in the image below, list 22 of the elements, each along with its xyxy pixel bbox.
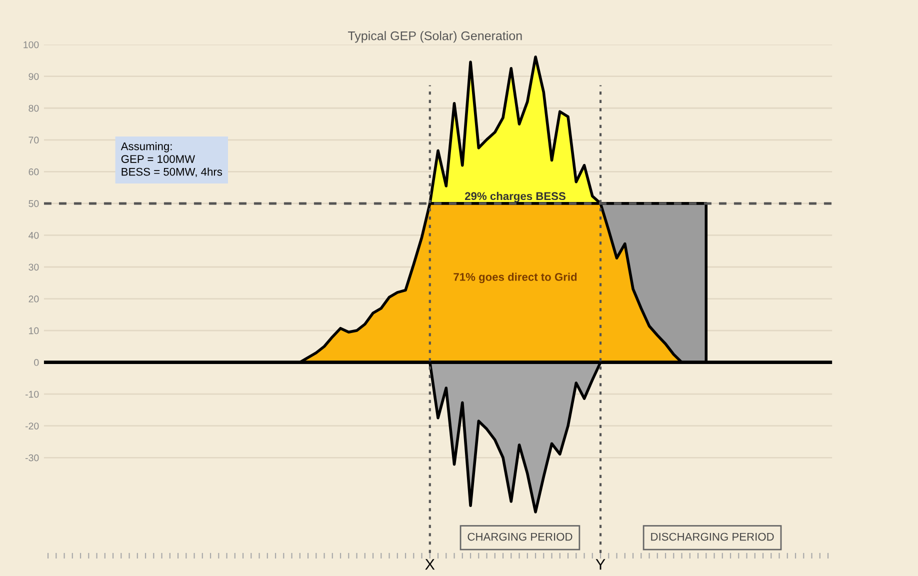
y-tick-label: 80: [28, 104, 39, 112]
annotation: 29% charges BESS: [465, 192, 566, 202]
text: X: [425, 559, 435, 570]
y-tick-label: 30: [28, 264, 39, 271]
y-tick-label: 10: [29, 327, 39, 334]
chart-title: Typical GEP (Solar) Generation: [348, 31, 522, 43]
y-tick-label: 70: [28, 136, 39, 144]
y-tick-label: 60: [28, 168, 39, 176]
y-tick-label: 20: [28, 296, 39, 302]
y-tick-label: 50: [28, 200, 39, 208]
annotation: DISCHARGING PERIOD: [651, 532, 774, 541]
y-tick-label: 0: [34, 359, 39, 366]
annotation: 71% goes direct to Grid: [454, 272, 577, 284]
annotation: CHARGING PERIOD: [468, 532, 572, 541]
y-tick-label: 40: [28, 232, 39, 239]
annotation: Assuming: GEP = 100MW BESS = 50MW, 4hrs: [120, 142, 222, 178]
y-tick-label: -10: [25, 390, 39, 398]
y-tick-label: 90: [28, 73, 39, 80]
y-tick-label: 100: [24, 41, 39, 48]
y-tick-label: -20: [25, 422, 39, 430]
text: Y: [596, 559, 606, 570]
y-tick-label: -30: [25, 454, 39, 462]
